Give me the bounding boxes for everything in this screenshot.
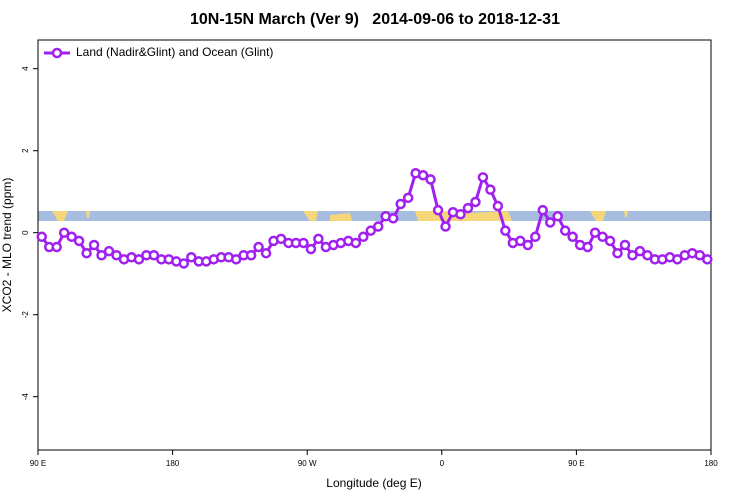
data-point: [305, 243, 317, 255]
data-point: [402, 192, 414, 204]
data-point: [440, 221, 451, 232]
data-point: [642, 250, 653, 261]
data-point: [612, 247, 623, 259]
data-point: [298, 237, 309, 249]
data-point: [387, 213, 399, 224]
data-point: [133, 254, 145, 265]
data-point: [470, 196, 481, 208]
plot-frame: [37, 39, 712, 451]
data-point: [552, 211, 563, 222]
data-point: [372, 221, 384, 232]
data-point: [58, 227, 70, 238]
data-point: [395, 198, 406, 210]
data-point: [544, 217, 556, 228]
data-point: [36, 231, 47, 243]
x-tick-label: 180: [166, 459, 180, 468]
legend-marker: [51, 47, 63, 59]
data-point: [462, 202, 474, 214]
data-point: [425, 174, 436, 185]
data-point: [627, 250, 638, 261]
data-point: [313, 233, 324, 245]
data-point: [103, 245, 115, 257]
data-point: [522, 239, 534, 251]
data-point: [260, 247, 272, 259]
y-tick-label: -2: [21, 311, 30, 319]
land-ocean-strip: [38, 211, 711, 221]
data-point: [567, 231, 578, 243]
data-point: [589, 227, 601, 238]
y-tick-label: 4: [21, 66, 30, 71]
y-axis-label: XCO2 - MLO trend (ppm): [0, 178, 14, 313]
data-point: [96, 250, 107, 261]
y-tick-label: 0: [21, 230, 30, 235]
data-point: [702, 254, 713, 265]
data-point: [597, 231, 608, 243]
data-point: [81, 247, 92, 259]
data-point: [365, 225, 377, 236]
data-point: [492, 200, 504, 212]
data-point: [350, 237, 362, 249]
x-axis-label: Longitude (deg E): [326, 476, 421, 490]
x-tick-label: 90 W: [298, 459, 317, 468]
data-point: [178, 258, 190, 269]
data-point: [477, 172, 489, 183]
data-point: [582, 241, 593, 253]
x-tick-label: 180: [704, 459, 718, 468]
data-point: [530, 231, 541, 243]
data-point: [604, 235, 616, 247]
data-point: [66, 231, 77, 243]
data-point: [51, 241, 62, 253]
y-tick-label: 2: [21, 148, 30, 153]
x-tick-label: 0: [440, 459, 445, 468]
data-point: [619, 239, 631, 251]
data-point: [432, 204, 444, 216]
data-point: [537, 204, 548, 216]
data-point: [275, 233, 287, 245]
data-point: [253, 241, 264, 253]
data-point: [111, 250, 122, 261]
data-point: [559, 225, 571, 236]
data-point: [485, 184, 496, 195]
data-point: [672, 254, 683, 265]
y-tick-label: -4: [21, 393, 30, 401]
data-point: [148, 250, 160, 261]
x-tick-label: 90 E: [568, 459, 584, 468]
data-point: [186, 252, 197, 263]
data-point: [515, 235, 526, 247]
data-point: [500, 225, 511, 236]
data-point: [245, 250, 257, 261]
data-point: [694, 250, 706, 261]
chart-title: 10N-15N March (Ver 9) 2014-09-06 to 2018…: [190, 11, 560, 28]
data-point: [88, 239, 100, 251]
legend-label: Land (Nadir&Glint) and Ocean (Glint): [76, 45, 273, 59]
data-point: [455, 209, 466, 220]
data-point: [358, 231, 369, 243]
data-point: [73, 235, 85, 247]
data-point: [230, 254, 242, 265]
data-point: [417, 170, 429, 181]
x-tick-label: 90 E: [30, 459, 46, 468]
data-point: [634, 245, 646, 257]
